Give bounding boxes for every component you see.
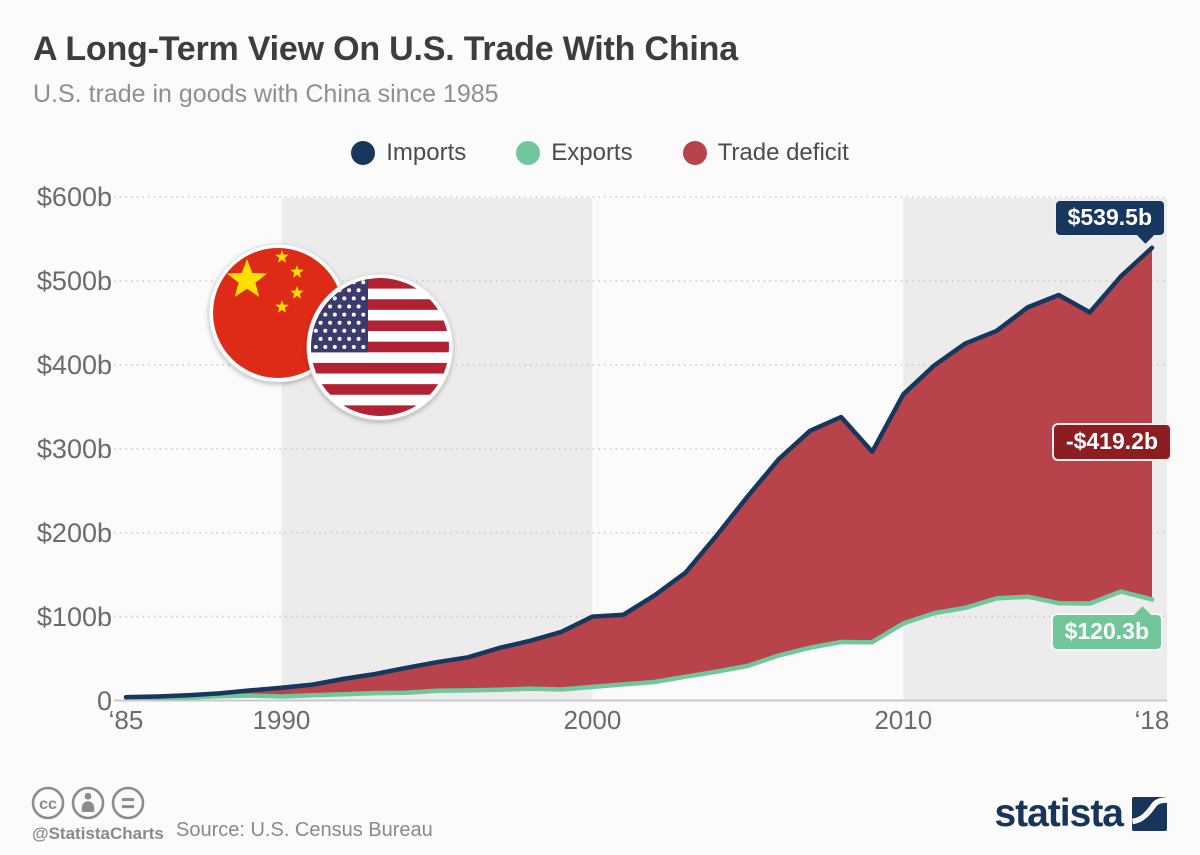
imports-line (123, 245, 1155, 700)
page-title: A Long-Term View On U.S. Trade With Chin… (33, 30, 738, 68)
deficit-fill (126, 247, 1152, 698)
imports-value-label: $539.5b (1067, 204, 1152, 230)
trade-deficit-value-label: -$419.2b (1065, 428, 1158, 454)
legend-dot-icon (351, 141, 376, 165)
exports-line (123, 589, 1155, 701)
exports-value-badge: $120.3b (1050, 606, 1163, 651)
cc-icon: cc (39, 796, 57, 813)
statista-logo-mark-icon (1132, 796, 1167, 831)
statista-logo: statista (994, 794, 1167, 833)
attribution-person-icon (81, 792, 95, 812)
legend-item: Exports (516, 139, 633, 167)
y-tick-label: $600b (36, 182, 112, 212)
legend-label: Trade deficit (717, 139, 849, 166)
legend-item: Imports (351, 139, 466, 167)
y-tick-label: $300b (36, 433, 112, 464)
legend-label: Imports (386, 139, 467, 166)
exports-value-label: $120.3b (1064, 618, 1149, 644)
x-tick-label: 2000 (563, 705, 622, 735)
legend-label: Exports (551, 139, 633, 166)
no-derivatives-icon (122, 798, 134, 809)
chart-legend: Imports Exports Trade deficit (0, 139, 1200, 167)
x-tick-label: ‘85 (108, 705, 144, 735)
y-tick-label: 0 (96, 685, 112, 716)
y-tick-label: $200b (36, 517, 112, 548)
trade-deficit-area (126, 247, 1152, 698)
x-tick-label: 1990 (252, 705, 311, 735)
cc-license-icons: cc (31, 786, 145, 820)
statista-charts-handle: @StatistaCharts (32, 824, 164, 843)
x-tick-label: ‘18 (1134, 705, 1170, 735)
y-tick-label: $500b (36, 265, 112, 296)
us-flag-icon (306, 273, 454, 421)
trade-deficit-value-badge: -$419.2b (1051, 423, 1172, 461)
x-tick-label: 2010 (874, 705, 933, 735)
page-subtitle: U.S. trade in goods with China since 198… (33, 80, 499, 108)
source-text: Source: U.S. Census Bureau (176, 819, 433, 841)
y-tick-label: $400b (36, 349, 112, 380)
legend-item: Trade deficit (682, 139, 849, 167)
y-tick-label: $100b (36, 601, 112, 632)
statista-logo-text: statista (994, 792, 1124, 835)
imports-value-badge: $539.5b (1053, 199, 1166, 244)
svg-text:cc: cc (39, 796, 57, 813)
legend-dot-icon (682, 141, 707, 165)
legend-dot-icon (516, 141, 541, 165)
